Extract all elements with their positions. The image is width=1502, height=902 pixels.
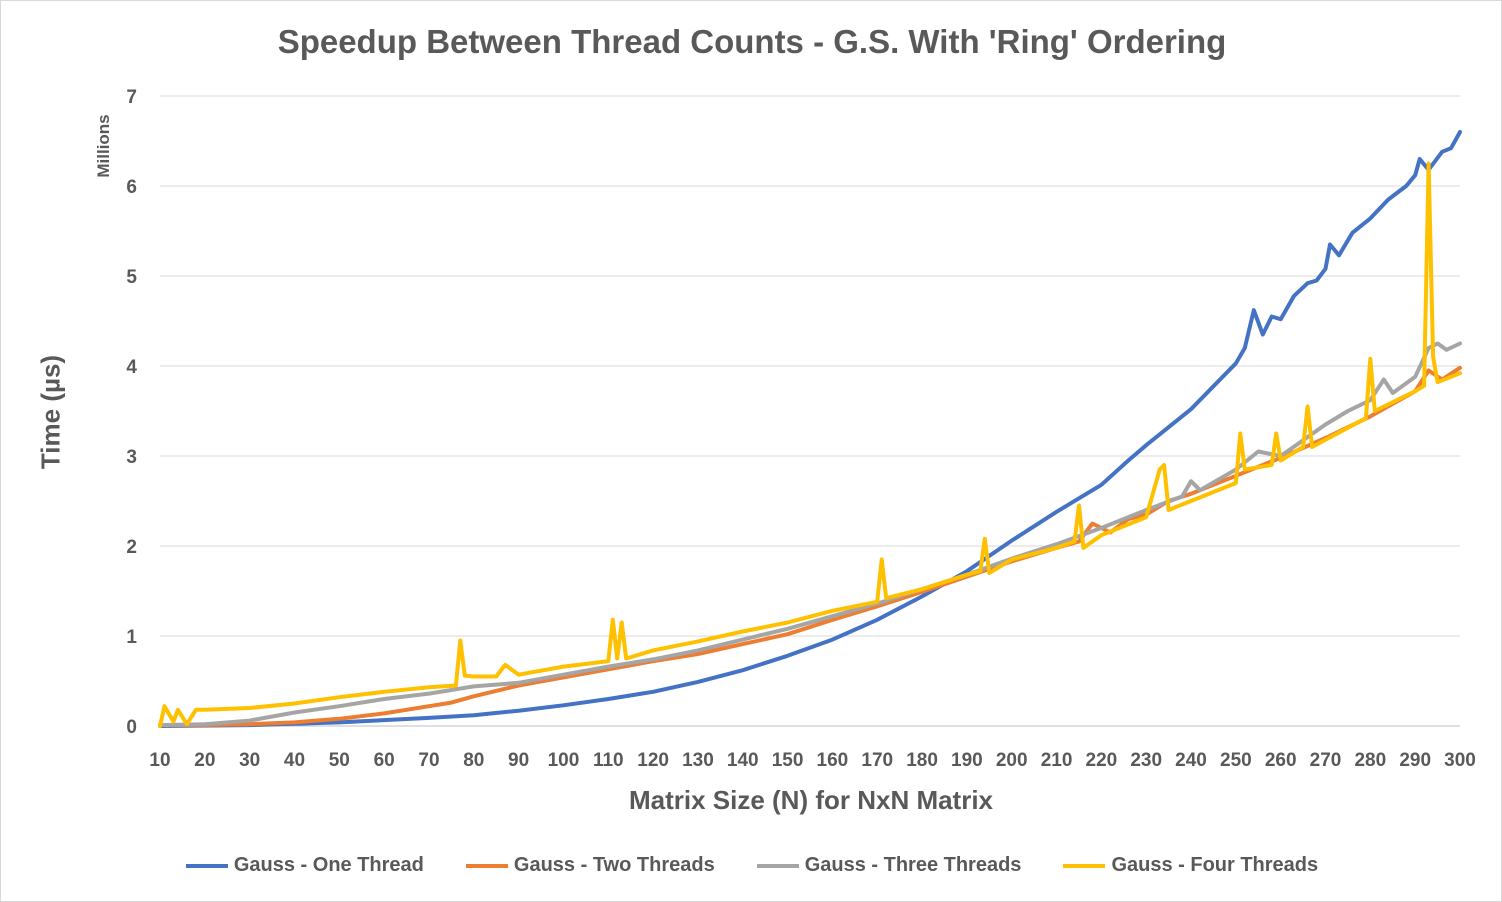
x-tick-label: 290	[1399, 750, 1431, 771]
series-line-4	[158, 161, 1462, 728]
x-tick-label: 260	[1265, 750, 1297, 771]
x-tick-label: 190	[951, 750, 983, 771]
series-line-3	[158, 341, 1462, 728]
y-tick-label: 4	[126, 357, 137, 378]
x-tick-label: 270	[1310, 750, 1342, 771]
legend-label: Gauss - One Thread	[233, 854, 424, 876]
y-tick-label: 6	[126, 177, 137, 198]
x-tick-label: 220	[1086, 750, 1118, 771]
legend-swatch	[756, 863, 799, 868]
x-tick-label: 50	[329, 750, 350, 771]
x-tick-label: 300	[1444, 750, 1476, 771]
legend-label: Gauss - Three Threads	[804, 854, 1022, 876]
x-tick-label: 90	[508, 750, 529, 771]
legend-item: Gauss - Four Threads	[1063, 854, 1318, 877]
x-tick-label: 200	[996, 750, 1028, 771]
y-tick-labels: 0 1 2 3 4 5 6 7	[126, 87, 137, 738]
legend-label: Gauss - Four Threads	[1111, 854, 1319, 876]
chart-title: Speedup Between Thread Counts - G.S. Wit…	[277, 23, 1227, 60]
y-tick-label: 1	[126, 627, 137, 648]
y-tick-label: 3	[126, 447, 137, 468]
legend-item: Gauss - Three Threads	[756, 854, 1022, 877]
x-tick-label: 180	[906, 750, 938, 771]
x-tick-label: 110	[593, 750, 624, 771]
x-tick-label: 10	[149, 750, 170, 771]
legend-swatch	[465, 863, 508, 868]
x-tick-label: 170	[861, 750, 893, 771]
legend-swatch	[185, 863, 228, 868]
x-tick-label: 120	[637, 750, 669, 771]
y-tick-label: 7	[126, 87, 137, 108]
x-tick-label: 280	[1354, 750, 1386, 771]
series-line-1	[158, 130, 1462, 728]
x-axis-title: Matrix Size (N) for NxN Matrix	[628, 785, 994, 815]
x-tick-label: 250	[1220, 750, 1252, 771]
x-tick-label: 210	[1041, 750, 1073, 771]
legend-item: Gauss - One Thread	[185, 854, 424, 877]
x-tick-label: 30	[239, 750, 260, 771]
x-tick-label: 140	[727, 750, 759, 771]
legend-label: Gauss - Two Threads	[513, 854, 715, 876]
x-tick-label: 100	[548, 750, 580, 771]
x-tick-label: 70	[418, 750, 439, 771]
y-tick-label: 2	[126, 537, 137, 558]
gridlines	[160, 95, 1460, 727]
x-tick-label: 150	[772, 750, 804, 771]
x-tick-label: 230	[1130, 750, 1162, 771]
legend-item: Gauss - Two Threads	[465, 854, 715, 877]
x-tick-label: 130	[682, 750, 714, 771]
x-tick-label: 20	[194, 750, 215, 771]
y-tick-label: 0	[126, 717, 137, 738]
x-tick-label: 40	[284, 750, 305, 771]
x-tick-label: 60	[374, 750, 395, 771]
y-tick-label: 5	[126, 267, 137, 288]
series-lines	[158, 130, 1462, 728]
legend: Gauss - One Thread Gauss - Two Threads Gau…	[1, 854, 1502, 877]
x-tick-label: 240	[1175, 750, 1207, 771]
x-tick-labels: 10 20 30 40 50 60 70 80 90 100 110 120 130 140 150 160 1…	[149, 750, 1475, 771]
legend-swatch	[1063, 863, 1106, 868]
x-tick-label: 80	[463, 750, 484, 771]
x-tick-label: 160	[817, 750, 849, 771]
